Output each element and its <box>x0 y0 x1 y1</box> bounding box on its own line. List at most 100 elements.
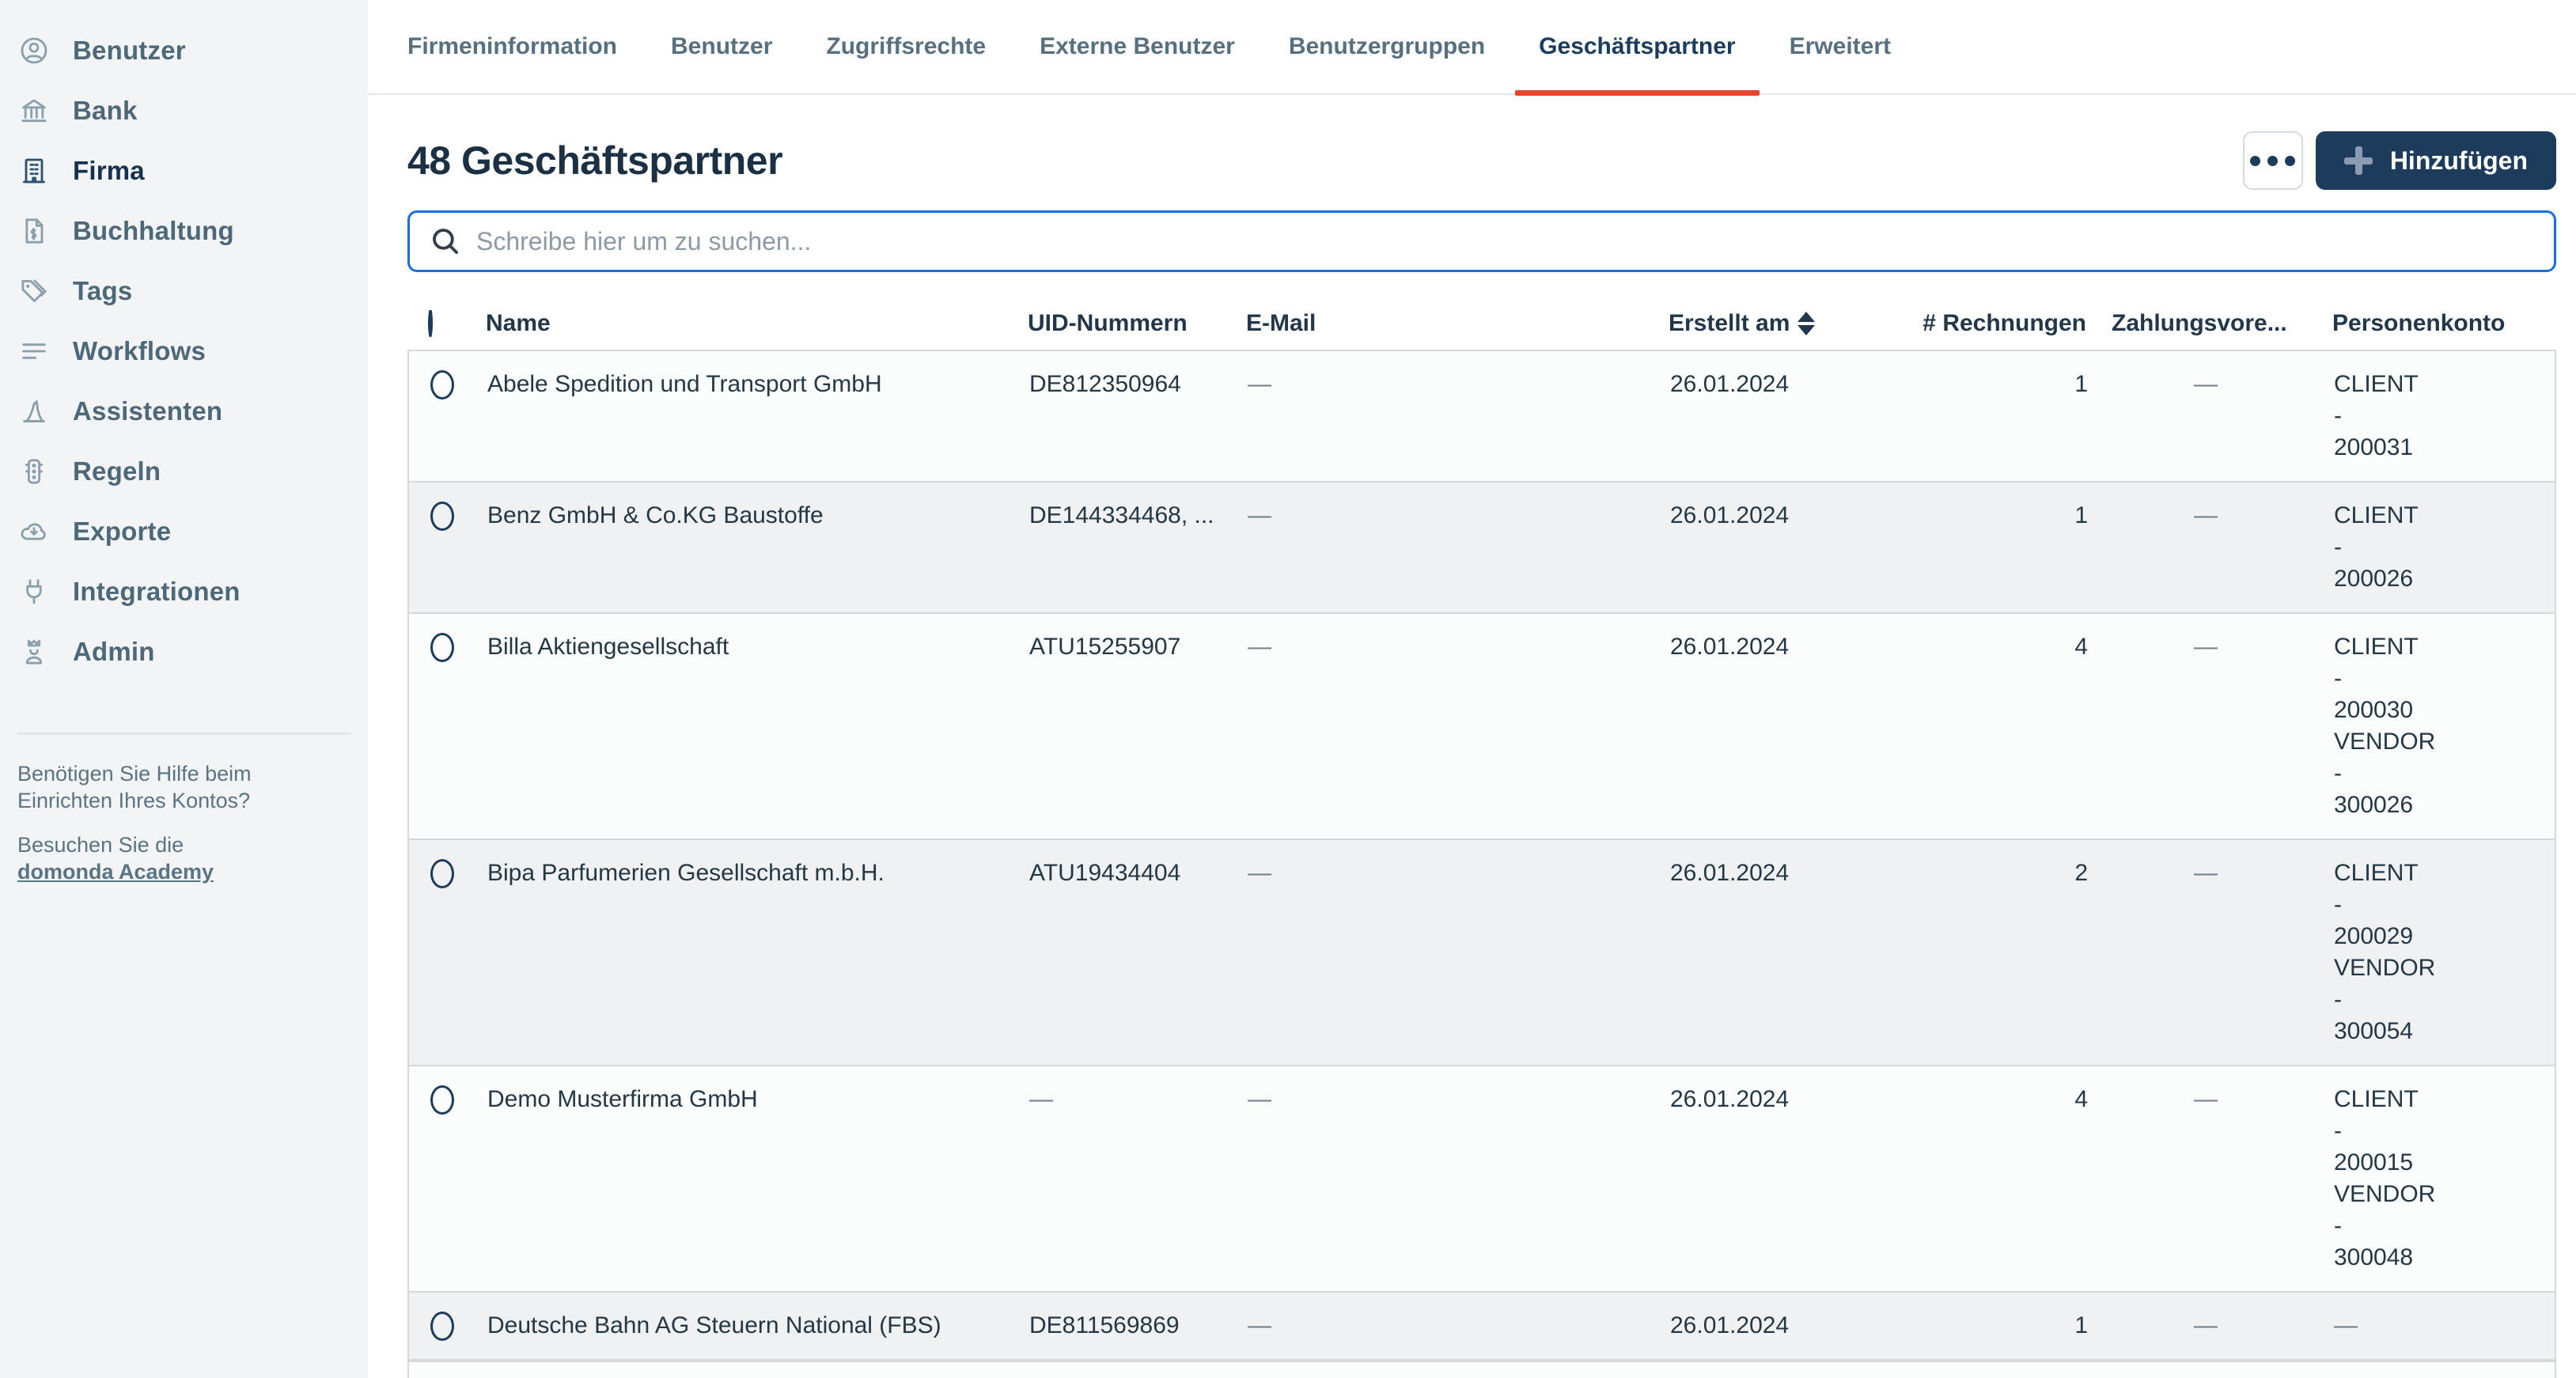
cell-uid: ATU19434404 <box>1029 860 1181 886</box>
table-row[interactable]: Demo Musterfirma GmbH — — 26.01.2024 4 —… <box>409 1065 2555 1291</box>
table-row[interactable]: Billa Aktiengesellschaft ATU15255907 — 2… <box>409 612 2555 839</box>
sidebar-item-integrationen[interactable]: Integrationen <box>0 562 368 622</box>
cell-payment-templates: — <box>2194 502 2218 528</box>
tab-benutzergruppen[interactable]: Benutzergruppen <box>1288 33 1486 59</box>
cell-invoices: 4 <box>2074 634 2088 660</box>
row-checkbox[interactable] <box>430 370 454 399</box>
help-question: Benötigen Sie Hilfe beim Einrichten Ihre… <box>17 762 252 812</box>
table-row[interactable]: Benz GmbH & Co.KG Baustoffe DE144334468,… <box>409 481 2555 612</box>
cell-name: Bipa Parfumerien Gesellschaft m.b.H. <box>487 860 885 886</box>
sidebar-item-firma[interactable]: Firma <box>0 141 368 201</box>
add-button-label: Hinzufügen <box>2389 146 2528 175</box>
cell-name: Benz GmbH & Co.KG Baustoffe <box>487 502 824 528</box>
sidebar-item-label: Benutzer <box>73 36 186 65</box>
academy-link[interactable]: domonda Academy <box>17 860 214 884</box>
sidebar-item-benutzer[interactable]: Benutzer <box>0 21 368 81</box>
cell-invoices: 1 <box>2074 1312 2088 1338</box>
cell-created: 26.01.2024 <box>1670 634 1790 660</box>
cell-name: Demo Musterfirma GmbH <box>487 1086 758 1112</box>
cell-created: 26.01.2024 <box>1670 502 1790 528</box>
list-lines-icon <box>17 335 51 368</box>
cell-email: — <box>1248 371 1271 397</box>
cell-uid: — <box>1029 1086 1053 1112</box>
more-options-button[interactable] <box>2242 131 2303 190</box>
sidebar-item-workflows[interactable]: Workflows <box>0 321 368 381</box>
cell-personenkonto: CLIENT -200026 <box>2334 502 2419 592</box>
cell-created: 26.01.2024 <box>1670 1086 1790 1112</box>
cell-payment-templates: — <box>2194 1312 2218 1338</box>
sidebar-item-exporte[interactable]: Exporte <box>0 502 368 562</box>
sidebar-item-label: Exporte <box>73 517 172 546</box>
column-header-email[interactable]: E-Mail <box>1246 310 1316 336</box>
column-header-erstellt-am[interactable]: Erstellt am <box>1654 310 1892 337</box>
tab-externe-benutzer[interactable]: Externe Benutzer <box>1040 33 1235 59</box>
sidebar-item-label: Regeln <box>73 456 161 486</box>
invoice-icon <box>17 214 51 248</box>
sidebar-item-label: Tags <box>73 276 133 305</box>
select-all-checkbox[interactable] <box>428 310 433 337</box>
sidebar-divider <box>17 733 350 735</box>
cell-invoices: 4 <box>2074 1086 2088 1112</box>
add-button[interactable]: Hinzufügen <box>2315 131 2556 190</box>
sidebar-item-bank[interactable]: Bank <box>0 81 368 141</box>
column-header-rechnungen[interactable]: # Rechnungen <box>1923 310 2086 336</box>
cell-personenkonto: CLIENT -200029 VENDOR -300054 <box>2334 860 2436 1044</box>
row-checkbox[interactable] <box>430 859 454 888</box>
cell-email: — <box>1248 1312 1271 1338</box>
tab-erweitert[interactable]: Erweitert <box>1789 33 1891 59</box>
sidebar-item-regeln[interactable]: Regeln <box>0 441 368 502</box>
search-input[interactable] <box>476 226 2535 256</box>
partial-next-row <box>407 1361 2556 1378</box>
cell-payment-templates: — <box>2194 1086 2218 1112</box>
sidebar-item-label: Admin <box>73 637 155 666</box>
row-checkbox[interactable] <box>430 1312 454 1341</box>
cloud-download-icon <box>17 515 51 548</box>
cell-created: 26.01.2024 <box>1670 371 1790 397</box>
table-row[interactable]: Bipa Parfumerien Gesellschaft m.b.H. ATU… <box>409 839 2555 1065</box>
sidebar-item-tags[interactable]: Tags <box>0 261 368 321</box>
user-circle-icon <box>17 34 51 67</box>
sidebar-item-label: Firma <box>73 156 145 185</box>
sidebar-item-label: Integrationen <box>73 577 241 606</box>
cell-created: 26.01.2024 <box>1670 860 1790 886</box>
admin-crown-icon <box>17 635 51 668</box>
column-header-name[interactable]: Name <box>486 310 551 336</box>
content: 48 Geschäftspartner Hinzufügen <box>368 131 2576 1378</box>
sidebar-item-label: Buchhaltung <box>73 216 234 245</box>
row-checkbox[interactable] <box>430 633 454 662</box>
column-header-uid[interactable]: UID-Nummern <box>1028 310 1188 336</box>
sidebar-item-buchhaltung[interactable]: Buchhaltung <box>0 201 368 261</box>
cell-email: — <box>1248 1086 1271 1112</box>
table-row[interactable]: Abele Spedition und Transport GmbH DE812… <box>409 350 2555 481</box>
tab-benutzer[interactable]: Benutzer <box>671 33 773 59</box>
sidebar-help: Benötigen Sie Hilfe beim Einrichten Ihre… <box>17 760 286 885</box>
cell-uid: DE812350964 <box>1029 371 1181 397</box>
search-icon <box>433 229 458 254</box>
cell-payment-templates: — <box>2194 371 2218 397</box>
cell-payment-templates: — <box>2194 860 2218 886</box>
help-visit-text: Besuchen Sie die <box>17 833 184 857</box>
sort-arrows-icon[interactable] <box>1798 312 1816 335</box>
sidebar: Benutzer Bank Firma Buchhaltung Tags <box>0 0 368 1378</box>
cell-personenkonto: CLIENT -200015 VENDOR -300048 <box>2334 1086 2436 1270</box>
row-checkbox[interactable] <box>430 502 454 531</box>
tab-zugriffsrechte[interactable]: Zugriffsrechte <box>826 33 987 59</box>
cell-invoices: 2 <box>2074 860 2088 886</box>
table-row[interactable]: Deutsche Bahn AG Steuern National (FBS) … <box>409 1291 2555 1359</box>
cell-invoices: 1 <box>2074 371 2088 397</box>
tab-firmeninformation[interactable]: Firmeninformation <box>407 33 618 59</box>
traffic-light-icon <box>17 455 51 488</box>
column-header-personenkonto[interactable]: Personenkonto <box>2332 310 2506 336</box>
row-checkbox[interactable] <box>430 1085 454 1115</box>
cell-invoices: 1 <box>2074 502 2088 528</box>
column-header-zahlungsvorlagen[interactable]: Zahlungsvore... <box>2112 310 2287 336</box>
cell-name: Abele Spedition und Transport GmbH <box>487 371 882 397</box>
tab-geschaeftspartner[interactable]: Geschäftspartner <box>1515 0 1760 96</box>
sidebar-item-label: Bank <box>73 96 138 125</box>
search-box <box>407 210 2556 272</box>
sidebar-item-admin[interactable]: Admin <box>0 622 368 682</box>
cell-uid: ATU15255907 <box>1029 634 1181 660</box>
sidebar-item-assistenten[interactable]: Assistenten <box>0 381 368 441</box>
cell-uid: DE811569869 <box>1029 1312 1180 1338</box>
